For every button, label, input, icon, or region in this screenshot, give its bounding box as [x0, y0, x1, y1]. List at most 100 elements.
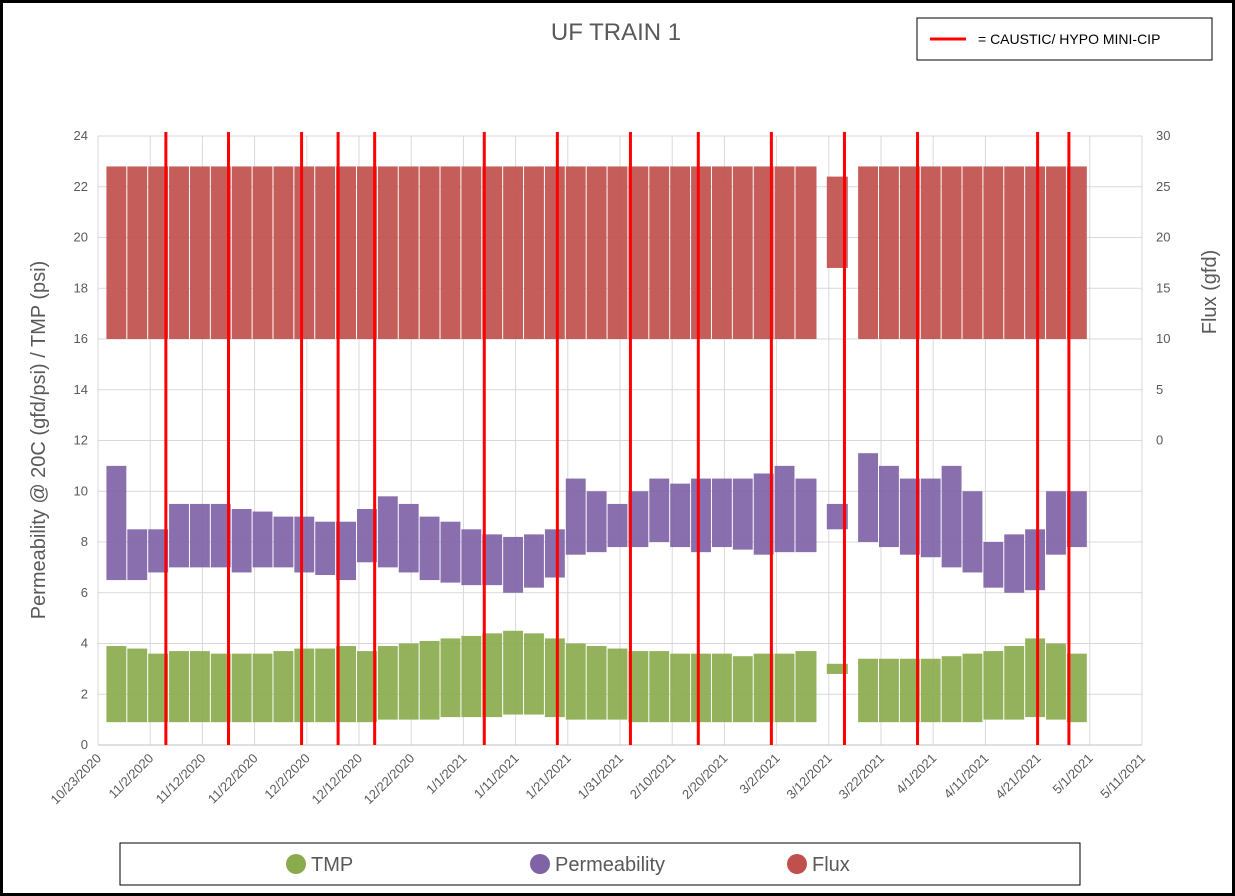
range-bar: [231, 653, 252, 723]
y-tick-label: 12: [74, 433, 88, 448]
chart-title: UF TRAIN 1: [551, 19, 681, 46]
range-bar: [482, 633, 503, 718]
range-bar: [711, 478, 732, 548]
range-bar: [336, 521, 356, 581]
range-bar: [941, 656, 962, 723]
y-tick-label: 14: [74, 382, 88, 397]
range-bar: [628, 491, 649, 548]
range-bar: [106, 646, 127, 723]
y2-tick-label: 20: [1156, 230, 1170, 245]
range-bar: [753, 166, 774, 339]
range-bar: [315, 521, 336, 575]
range-bar: [189, 651, 210, 723]
range-bar: [1046, 491, 1066, 555]
range-bar: [1025, 529, 1046, 591]
range-bar: [482, 534, 503, 586]
range-bar: [461, 635, 482, 718]
range-bar: [983, 166, 1004, 339]
y2-tick-label: 15: [1156, 280, 1170, 295]
range-bar: [419, 640, 440, 720]
range-bar: [826, 176, 848, 268]
range-bar: [524, 633, 544, 715]
range-bar: [649, 478, 670, 542]
range-bar: [879, 166, 899, 339]
y-tick-label: 2: [81, 686, 88, 701]
range-bar: [962, 166, 983, 339]
range-bar: [732, 656, 753, 723]
range-bar: [962, 491, 983, 573]
range-bar: [899, 478, 920, 555]
range-bar: [826, 663, 848, 674]
range-bar: [920, 166, 941, 339]
range-bar: [565, 643, 586, 720]
range-bar: [106, 465, 127, 581]
range-bar: [210, 503, 231, 568]
range-bar: [377, 166, 398, 339]
range-bar: [503, 166, 524, 339]
range-bar: [294, 166, 315, 339]
y2-tick-label: 5: [1156, 382, 1163, 397]
range-bar: [357, 651, 377, 723]
range-bar: [524, 166, 544, 339]
y-axis-label: Permeability @ 20C (gfd/psi) / TMP (psi): [28, 261, 50, 620]
range-bar: [753, 653, 774, 723]
range-bar: [1025, 638, 1046, 718]
range-bar: [732, 478, 753, 550]
range-bar: [273, 651, 294, 723]
range-bar: [691, 478, 711, 553]
y-tick-label: 10: [74, 483, 88, 498]
range-bar: [544, 529, 565, 578]
range-bar: [503, 630, 524, 715]
range-bar: [1025, 166, 1046, 339]
range-bar: [273, 516, 294, 568]
range-bar: [419, 166, 440, 339]
y2-tick-label: 25: [1156, 179, 1170, 194]
y-tick-label: 8: [81, 534, 88, 549]
range-bar: [1046, 643, 1066, 720]
y2-tick-label: 0: [1156, 433, 1163, 448]
range-bar: [461, 166, 482, 339]
range-bar: [795, 166, 817, 339]
range-bar: [398, 166, 419, 339]
y-tick-label: 4: [81, 636, 88, 651]
y2-axis-label: Flux (gfd): [1199, 250, 1221, 334]
legend-label: Permeability: [555, 854, 665, 876]
y-tick-label: 16: [74, 331, 88, 346]
range-bar: [210, 166, 231, 339]
range-bar: [440, 521, 461, 583]
range-bar: [899, 166, 920, 339]
range-bar: [482, 166, 503, 339]
y-tick-label: 18: [74, 280, 88, 295]
range-bar: [795, 651, 817, 723]
range-bar: [670, 166, 691, 339]
range-bar: [252, 653, 273, 723]
range-bar: [649, 166, 670, 339]
range-bar: [586, 166, 607, 339]
y-tick-label: 6: [81, 585, 88, 600]
range-bar: [398, 503, 419, 573]
range-bar: [524, 534, 544, 588]
range-bar: [774, 166, 795, 339]
range-bar: [565, 478, 586, 555]
range-bar: [315, 166, 336, 339]
range-bar: [920, 478, 941, 558]
range-bar: [377, 496, 398, 568]
range-bar: [826, 503, 848, 530]
range-bar: [273, 166, 294, 339]
range-bar: [899, 658, 920, 723]
range-bar: [774, 465, 795, 553]
range-bar: [941, 166, 962, 339]
range-bar: [858, 166, 878, 339]
range-bar: [169, 503, 189, 568]
range-bar: [169, 166, 189, 339]
range-bar: [628, 166, 649, 339]
y-tick-label: 22: [74, 179, 88, 194]
y2-tick-label: 30: [1156, 128, 1170, 143]
range-bar: [1046, 166, 1066, 339]
range-bar: [1066, 653, 1087, 723]
range-bar: [315, 648, 336, 723]
range-bar: [628, 651, 649, 723]
range-bar: [461, 529, 482, 586]
range-bar: [148, 653, 169, 723]
